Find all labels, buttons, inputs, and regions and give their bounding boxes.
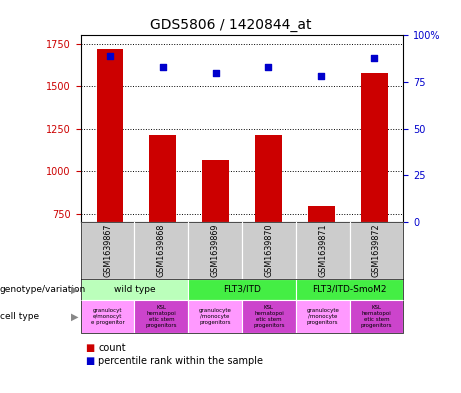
Text: GSM1639868: GSM1639868 — [157, 224, 166, 277]
Text: FLT3/ITD: FLT3/ITD — [223, 285, 261, 294]
Text: GDS5806 / 1420844_at: GDS5806 / 1420844_at — [150, 18, 311, 32]
Text: cell type: cell type — [0, 312, 39, 321]
Text: GSM1639870: GSM1639870 — [265, 224, 273, 277]
Point — [212, 70, 219, 76]
Point — [159, 64, 166, 70]
Point — [318, 73, 325, 79]
Bar — [308, 206, 335, 222]
Text: granulocyt
e/monocyt
e progenitor: granulocyt e/monocyt e progenitor — [91, 308, 124, 325]
Text: percentile rank within the sample: percentile rank within the sample — [98, 356, 263, 366]
Text: ▶: ▶ — [71, 312, 78, 321]
Text: GSM1639869: GSM1639869 — [211, 224, 219, 277]
Text: wild type: wild type — [114, 285, 155, 294]
Text: genotype/variation: genotype/variation — [0, 285, 86, 294]
Bar — [255, 136, 282, 222]
Text: granulocyte
/monocyte
progenitors: granulocyte /monocyte progenitors — [306, 308, 339, 325]
Text: GSM1639872: GSM1639872 — [372, 224, 381, 277]
Text: GSM1639871: GSM1639871 — [318, 224, 327, 277]
Point — [265, 64, 272, 70]
Text: granulocyte
/monocyte
progenitors: granulocyte /monocyte progenitors — [199, 308, 231, 325]
Text: KSL
hematopoi
etic stem
progenitors: KSL hematopoi etic stem progenitors — [146, 305, 177, 328]
Text: FLT3/ITD-SmoM2: FLT3/ITD-SmoM2 — [313, 285, 387, 294]
Text: ■: ■ — [85, 343, 95, 353]
Text: ■: ■ — [85, 356, 95, 366]
Text: count: count — [98, 343, 126, 353]
Bar — [361, 73, 388, 222]
Bar — [96, 49, 123, 222]
Text: KSL
hematopoi
etic stem
progenitors: KSL hematopoi etic stem progenitors — [253, 305, 284, 328]
Point — [106, 53, 113, 59]
Point — [371, 55, 378, 61]
Bar — [202, 160, 229, 222]
Text: ▶: ▶ — [71, 285, 78, 294]
Bar — [149, 136, 176, 222]
Text: GSM1639867: GSM1639867 — [103, 224, 112, 277]
Text: KSL
hematopoi
etic stem
progenitors: KSL hematopoi etic stem progenitors — [361, 305, 392, 328]
